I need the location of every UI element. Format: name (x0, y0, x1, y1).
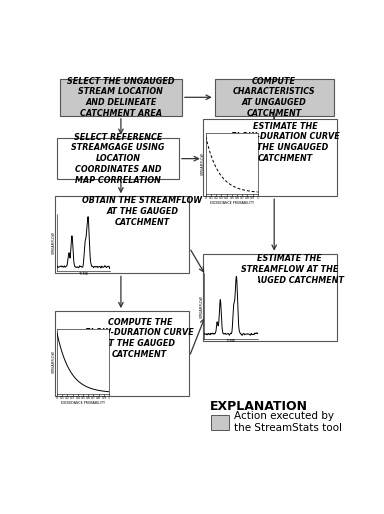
Bar (57, 138, 179, 179)
X-axis label: EXCEEDANCE PROBABILITY: EXCEEDANCE PROBABILITY (210, 201, 254, 205)
X-axis label: TIME: TIME (226, 339, 236, 343)
Bar (60, 79, 182, 116)
Bar (211, 415, 229, 430)
Bar (55, 311, 189, 396)
Y-axis label: STREAMFLOW: STREAMFLOW (52, 350, 56, 373)
Bar (203, 253, 337, 341)
Text: COMPUTE THE
FLOW-DURATION CURVE
AT THE GAUGED
CATCHMENT: COMPUTE THE FLOW-DURATION CURVE AT THE G… (85, 318, 194, 359)
Text: ESTIMATE THE
STREAMFLOW AT THE
UNGAUGED CATCHMENT: ESTIMATE THE STREAMFLOW AT THE UNGAUGED … (235, 254, 344, 285)
Text: SELECT REFERENCE
STREAMGAGE USING
LOCATION
COORDINATES AND
MAP CORRELATION: SELECT REFERENCE STREAMGAGE USING LOCATI… (71, 133, 165, 185)
Y-axis label: STREAMFLOW: STREAMFLOW (52, 231, 56, 254)
Text: EXPLANATION: EXPLANATION (210, 399, 308, 413)
Bar (215, 79, 334, 116)
Text: ESTIMATE THE
FLOW-DURATION CURVE
AT THE UNGAUGED
CATCHMENT: ESTIMATE THE FLOW-DURATION CURVE AT THE … (232, 122, 340, 163)
Text: Action executed by
the StreamStats tool: Action executed by the StreamStats tool (234, 411, 342, 433)
Y-axis label: STREAMFLOW: STREAMFLOW (200, 295, 204, 318)
Text: OBTAIN THE STREAMFLOW
AT THE GAUGED
CATCHMENT: OBTAIN THE STREAMFLOW AT THE GAUGED CATC… (83, 196, 202, 227)
Text: COMPUTE
CHARACTERISTICS
AT UNGAUGED
CATCHMENT: COMPUTE CHARACTERISTICS AT UNGAUGED CATC… (233, 77, 316, 118)
Text: SELECT THE UNGAUGED
STREAM LOCATION
AND DELINEATE
CATCHMENT AREA: SELECT THE UNGAUGED STREAM LOCATION AND … (67, 77, 175, 118)
Bar (203, 119, 337, 196)
X-axis label: EXCEEDANCE PROBABILITY: EXCEEDANCE PROBABILITY (61, 401, 105, 405)
Y-axis label: STREAMFLOW: STREAMFLOW (201, 152, 205, 175)
X-axis label: TIME: TIME (79, 272, 88, 276)
Bar (55, 196, 189, 273)
